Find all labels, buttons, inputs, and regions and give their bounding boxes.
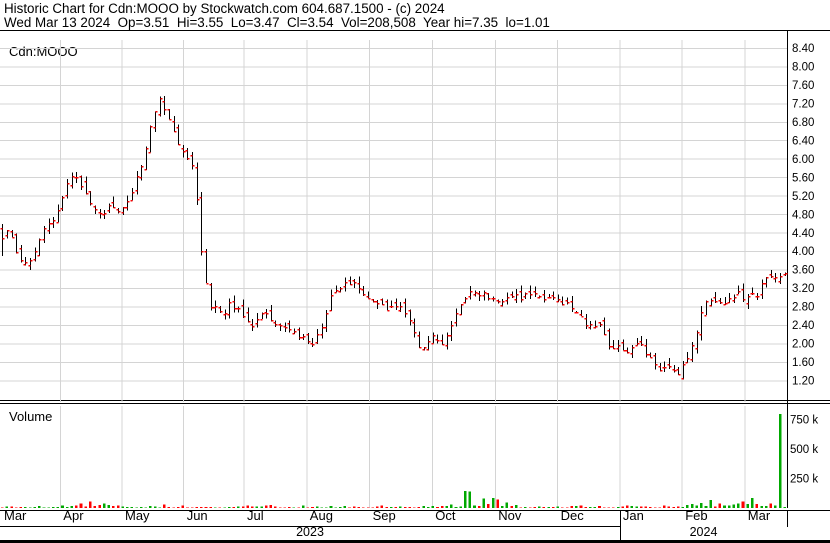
svg-text:Jul: Jul	[247, 508, 264, 523]
svg-text:2.80: 2.80	[792, 302, 814, 314]
svg-text:Sep: Sep	[373, 508, 396, 523]
svg-text:8.40: 8.40	[792, 43, 814, 55]
svg-text:Jun: Jun	[187, 508, 208, 523]
svg-text:May: May	[125, 508, 150, 523]
svg-text:6.40: 6.40	[792, 135, 814, 147]
svg-text:Dec: Dec	[561, 508, 585, 523]
svg-text:4.40: 4.40	[792, 228, 814, 240]
svg-text:5.20: 5.20	[792, 191, 814, 203]
svg-text:Feb: Feb	[685, 508, 707, 523]
svg-text:Mar: Mar	[748, 508, 771, 523]
svg-text:250 k: 250 k	[790, 473, 818, 485]
svg-text:750 k: 750 k	[790, 415, 818, 427]
svg-text:3.20: 3.20	[792, 283, 814, 295]
svg-text:Oct: Oct	[435, 508, 456, 523]
svg-text:6.80: 6.80	[792, 117, 814, 129]
svg-text:Aug: Aug	[310, 508, 333, 523]
svg-text:Apr: Apr	[63, 508, 84, 523]
svg-text:6.00: 6.00	[792, 154, 814, 166]
svg-text:1.20: 1.20	[792, 376, 814, 388]
svg-text:7.60: 7.60	[792, 80, 814, 92]
svg-text:7.20: 7.20	[792, 99, 814, 111]
svg-text:Nov: Nov	[498, 508, 522, 523]
svg-text:Jan: Jan	[623, 508, 644, 523]
svg-text:Mar: Mar	[4, 508, 27, 523]
svg-text:2.00: 2.00	[792, 339, 814, 351]
svg-text:500 k: 500 k	[790, 444, 818, 456]
svg-text:5.60: 5.60	[792, 172, 814, 184]
svg-text:2.40: 2.40	[792, 320, 814, 332]
svg-text:3.60: 3.60	[792, 265, 814, 277]
svg-text:8.00: 8.00	[792, 62, 814, 74]
svg-text:1.60: 1.60	[792, 357, 814, 369]
svg-text:4.80: 4.80	[792, 209, 814, 221]
svg-text:4.00: 4.00	[792, 246, 814, 258]
